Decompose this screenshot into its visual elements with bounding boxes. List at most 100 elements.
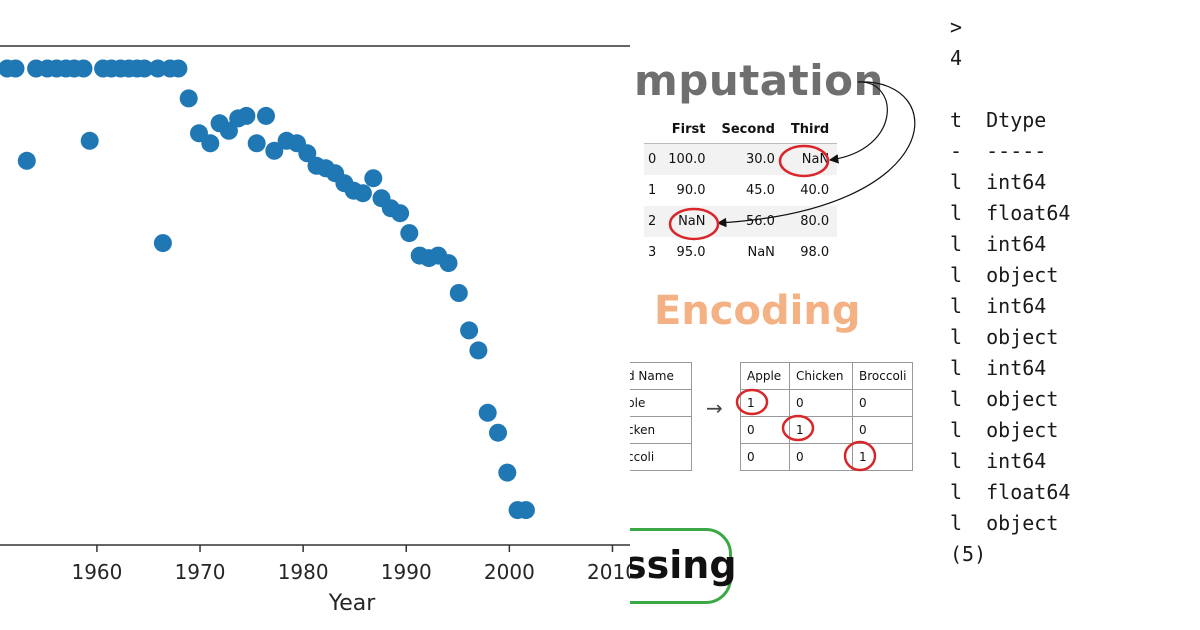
- data-point: [469, 341, 488, 360]
- x-axis-label: Year: [328, 591, 377, 616]
- right-arrow-icon: →: [706, 396, 723, 420]
- scatter-chart: 1960 1970 1980 1990 2000 2010 Year: [0, 45, 630, 616]
- x-tick-label: 2000: [484, 560, 535, 584]
- one-hot-cell: 0: [740, 416, 790, 444]
- data-points: [0, 59, 535, 520]
- row-index: 1: [648, 183, 657, 198]
- imputation-title: mputation: [634, 56, 884, 105]
- code-line: l object: [950, 511, 1059, 535]
- data-point: [460, 321, 479, 340]
- data-point: [298, 144, 317, 163]
- code-line: t Dtype: [950, 108, 1047, 132]
- code-line: l object: [950, 387, 1059, 411]
- scatter-chart-panel: 1960 1970 1980 1990 2000 2010 Year: [0, 45, 630, 616]
- x-tick-label: 2010: [587, 560, 630, 584]
- one-hot-cell: 1: [789, 416, 853, 444]
- table-cell: 80.0: [782, 206, 838, 237]
- category-header: d Name: [630, 362, 692, 390]
- one-hot-cell: 0: [789, 443, 853, 471]
- table-cell: 100.0: [660, 143, 714, 175]
- data-point: [201, 134, 220, 153]
- data-point: [179, 89, 198, 108]
- table-row: 3 95.0 NaN 98.0: [644, 237, 837, 268]
- data-point: [237, 106, 256, 125]
- data-point: [353, 184, 372, 203]
- x-tick-label: 1960: [71, 560, 122, 584]
- code-line: l object: [950, 418, 1059, 442]
- category-table: d Name ple cken ccoli: [630, 362, 692, 471]
- processing-frame: [630, 528, 732, 604]
- table-cell: 95.0: [676, 245, 706, 260]
- data-point: [489, 423, 507, 442]
- data-point: [498, 463, 517, 482]
- one-hot-cell: 0: [789, 389, 853, 417]
- code-line: l int64: [950, 170, 1047, 194]
- code-line: l int64: [950, 294, 1047, 318]
- table-cell: NaN: [660, 206, 714, 237]
- one-hot-cell: 1: [851, 443, 914, 471]
- data-point: [247, 134, 266, 153]
- table-cell: NaN: [782, 143, 838, 175]
- code-line: l int64: [950, 449, 1047, 473]
- data-point: [80, 131, 99, 150]
- x-ticks: 1960 1970 1980 1990 2000 2010: [71, 545, 630, 584]
- data-point: [17, 151, 36, 170]
- one-hot-cell: 0: [740, 443, 790, 471]
- x-tick-label: 1980: [278, 560, 329, 584]
- data-point: [153, 234, 172, 253]
- code-line: >: [950, 15, 963, 39]
- row-index: 2: [644, 206, 661, 237]
- table-cell: 90.0: [676, 183, 706, 198]
- code-line: l int64: [950, 232, 1047, 256]
- one-hot-header: Apple: [740, 362, 790, 390]
- code-line: (5): [950, 542, 987, 566]
- x-tick-label: 1990: [381, 560, 432, 584]
- data-point: [257, 106, 275, 125]
- code-line: [950, 74, 1200, 105]
- column-header: [644, 116, 661, 144]
- one-hot-cell: 0: [851, 389, 914, 417]
- table-cell: NaN: [747, 245, 775, 260]
- data-point: [391, 204, 410, 223]
- code-line: l int64: [950, 356, 1047, 380]
- one-hot-header: Chicken: [789, 362, 853, 390]
- code-line: l object: [950, 263, 1059, 287]
- processing-title: ssing: [630, 543, 737, 587]
- table-cell: 45.0: [745, 183, 775, 198]
- code-line: - -----: [950, 139, 1047, 163]
- one-hot-cell: 0: [851, 416, 914, 444]
- data-point: [219, 121, 238, 140]
- data-point: [265, 141, 284, 160]
- data-point: [135, 59, 154, 78]
- table-row: 0 100.0 30.0 NaN: [644, 143, 838, 175]
- imputation-table: First Second Third 0 100.0 30.0 NaN 1 90…: [644, 116, 838, 268]
- category-cell: cken: [630, 416, 692, 444]
- column-header: First: [660, 116, 714, 144]
- one-hot-header: Broccoli: [851, 362, 914, 390]
- x-tick-label: 1970: [175, 560, 226, 584]
- table-row: 2 NaN 56.0 80.0: [644, 206, 838, 237]
- data-point: [6, 59, 25, 78]
- data-point: [400, 224, 419, 243]
- category-cell: ccoli: [630, 443, 692, 471]
- data-point: [449, 284, 468, 302]
- data-point: [478, 403, 497, 422]
- data-point: [74, 59, 93, 78]
- one-hot-table: Apple Chicken Broccoli 1 0 0 0 1 0 0 0 1: [740, 362, 914, 471]
- table-cell: 98.0: [800, 245, 830, 260]
- data-point: [364, 169, 383, 188]
- one-hot-cell: 1: [740, 389, 790, 417]
- encoding-title: Encoding: [654, 288, 861, 334]
- column-header: Second: [713, 116, 783, 144]
- data-point: [516, 501, 535, 520]
- code-line: l float64: [950, 201, 1071, 225]
- table-row: 1 90.0 45.0 40.0: [644, 175, 837, 206]
- preprocessing-panel: mputation First Second Third 0 100.0 30.…: [630, 0, 942, 630]
- table-cell: 30.0: [713, 143, 783, 175]
- column-header: Third: [782, 116, 838, 144]
- category-cell: ple: [630, 389, 692, 417]
- code-line: 4: [950, 46, 963, 70]
- dataframe-info-output: >4 t Dtype - ----- l int64 l float64 l int64 l…: [950, 12, 1200, 570]
- row-index: 3: [648, 245, 657, 260]
- data-point: [439, 254, 458, 273]
